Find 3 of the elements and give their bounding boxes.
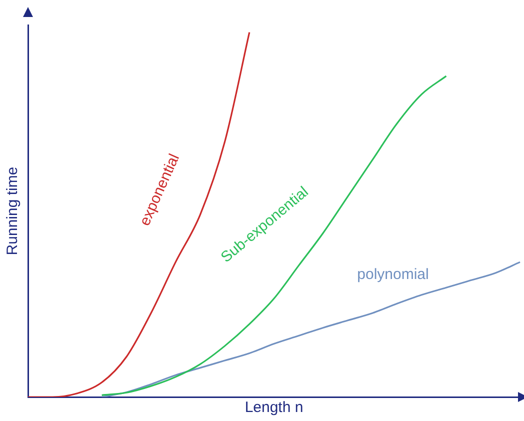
series-label: polynomial [357, 266, 429, 284]
x-axis-title: Length n [244, 399, 304, 416]
y-axis-title: Running time [4, 166, 22, 256]
